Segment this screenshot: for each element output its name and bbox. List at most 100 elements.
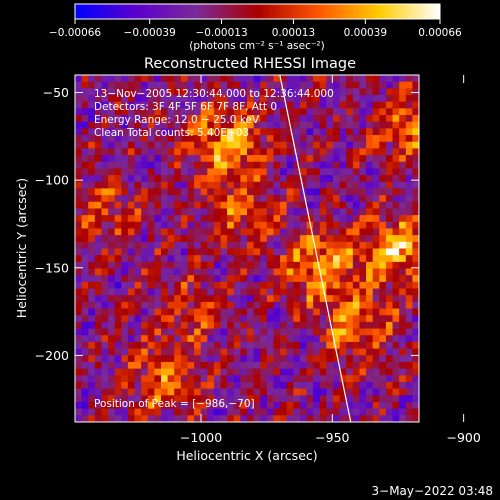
- heatmap-cell: [392, 355, 400, 363]
- heatmap-cell: [247, 75, 255, 83]
- heatmap-cell: [280, 328, 288, 336]
- heatmap-cell: [200, 295, 208, 303]
- heatmap-cell: [154, 268, 162, 276]
- heatmap-cell: [286, 168, 294, 176]
- heatmap-cell: [88, 88, 96, 96]
- heatmap-cell: [134, 328, 142, 336]
- heatmap-cell: [154, 135, 162, 143]
- heatmap-cell: [174, 388, 182, 396]
- heatmap-cell: [385, 261, 394, 270]
- heatmap-cell: [339, 221, 347, 230]
- heatmap-cell: [293, 115, 301, 123]
- heatmap-cell: [75, 408, 83, 416]
- heatmap-cell: [319, 295, 327, 303]
- heatmap-cell: [227, 301, 235, 310]
- heatmap-cell: [293, 181, 301, 190]
- heatmap-cell: [372, 381, 380, 390]
- heatmap-cell: [412, 415, 419, 422]
- heatmap-cell: [174, 281, 182, 290]
- heatmap-cell: [260, 408, 268, 416]
- heatmap-cell: [127, 348, 136, 356]
- heatmap-cell: [141, 228, 149, 236]
- heatmap-cell: [134, 148, 142, 156]
- heatmap-cell: [266, 215, 275, 223]
- heatmap-cell: [134, 215, 142, 223]
- heatmap-cell: [240, 115, 248, 123]
- heatmap-cell: [147, 75, 155, 83]
- heatmap-cell: [286, 248, 294, 256]
- heatmap-cell: [227, 341, 235, 350]
- heatmap-cell: [75, 235, 83, 243]
- heatmap-cell: [240, 88, 248, 96]
- heatmap-cell: [293, 241, 301, 250]
- heatmap-cell: [253, 81, 261, 89]
- heatmap-cell: [339, 281, 347, 290]
- heatmap-cell: [147, 281, 155, 290]
- heatmap-cell: [405, 395, 413, 403]
- heatmap-cell: [174, 375, 182, 383]
- heatmap-cell: [346, 235, 354, 243]
- heatmap-cell: [121, 81, 129, 89]
- heatmap-cell: [141, 195, 149, 203]
- heatmap-cell: [359, 268, 367, 276]
- heatmap-cell: [240, 408, 248, 416]
- heatmap-cell: [187, 175, 195, 183]
- heatmap-cell: [405, 235, 413, 243]
- heatmap-cell: [286, 308, 294, 316]
- heatmap-cell: [187, 341, 195, 350]
- heatmap-cell: [346, 255, 354, 263]
- heatmap-cell: [121, 415, 129, 422]
- heatmap-cell: [88, 275, 96, 283]
- heatmap-cell: [247, 208, 255, 216]
- heatmap-cell: [359, 381, 367, 390]
- heatmap-cell: [213, 268, 222, 276]
- heatmap-cell: [207, 308, 215, 316]
- heatmap-cell: [405, 248, 413, 256]
- heatmap-cell: [359, 255, 367, 263]
- heatmap-cell: [94, 148, 103, 156]
- heatmap-cell: [240, 108, 248, 116]
- heatmap-cell: [379, 155, 387, 163]
- heatmap-cell: [366, 188, 374, 196]
- heatmap-cell: [286, 261, 294, 270]
- heatmap-cell: [161, 275, 169, 283]
- heatmap-cell: [200, 275, 208, 283]
- heatmap-cell: [260, 195, 268, 203]
- heatmap-cell: [108, 148, 116, 156]
- heatmap-cell: [385, 88, 394, 96]
- heatmap-cell: [134, 228, 142, 236]
- heatmap-cell: [372, 401, 380, 410]
- heatmap-cell: [280, 188, 288, 196]
- heatmap-cell: [280, 161, 288, 170]
- heatmap-cell: [88, 361, 96, 370]
- heatmap-cell: [346, 168, 354, 176]
- heatmap-cell: [167, 315, 175, 323]
- heatmap-cell: [326, 81, 334, 89]
- heatmap-cell: [101, 361, 109, 370]
- heatmap-cell: [326, 128, 334, 136]
- heatmap-cell: [280, 255, 288, 263]
- heatmap-cell: [405, 121, 413, 129]
- heatmap-cell: [293, 175, 301, 183]
- heatmap-cell: [326, 88, 334, 96]
- heatmap-cell: [293, 388, 301, 396]
- heatmap-cell: [352, 101, 361, 109]
- heatmap-cell: [233, 208, 241, 216]
- heatmap-cell: [75, 221, 83, 230]
- heatmap-cell: [280, 295, 288, 303]
- heatmap-cell: [273, 315, 281, 323]
- heatmap-cell: [299, 355, 308, 363]
- heatmap-cell: [286, 148, 294, 156]
- heatmap-cell: [399, 228, 407, 236]
- heatmap-cell: [154, 341, 162, 350]
- heatmap-cell: [233, 235, 241, 243]
- heatmap-cell: [266, 308, 275, 316]
- heatmap-cell: [114, 355, 122, 363]
- heatmap-cell: [266, 115, 275, 123]
- heatmap-cell: [359, 401, 367, 410]
- heatmap-cell: [399, 375, 407, 383]
- heatmap-cell: [167, 288, 175, 296]
- heatmap-cell: [379, 308, 387, 316]
- heatmap-cell: [154, 115, 162, 123]
- heatmap-cell: [333, 261, 341, 270]
